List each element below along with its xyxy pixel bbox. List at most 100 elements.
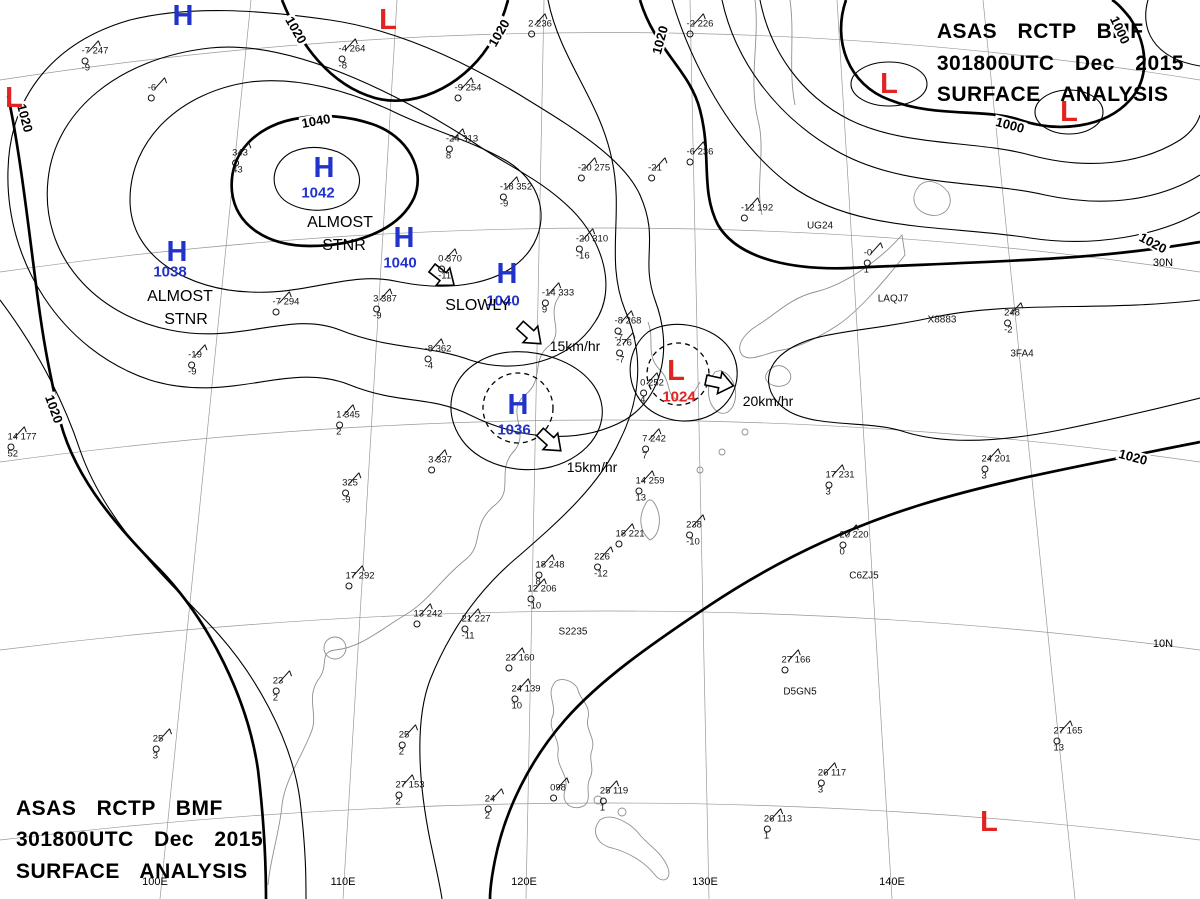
- station-values-bottom: 7: [642, 450, 648, 462]
- station-values-bottom: -9: [342, 494, 351, 506]
- station-plot: 20 220 0: [839, 524, 869, 558]
- station-marker: [740, 197, 773, 222]
- low-pressure-center: L: [379, 4, 397, 36]
- station-values-bottom: 8: [535, 576, 541, 588]
- station-marker: [342, 472, 360, 497]
- station-marker: [438, 248, 462, 273]
- ship-callsign: D5GN5: [783, 686, 817, 698]
- meridian-line: [689, 0, 710, 899]
- station-values-top: 23 160: [505, 652, 535, 664]
- station-circle-icon: [336, 421, 344, 429]
- longitude-label: 130E: [692, 876, 718, 888]
- station-marker: [550, 777, 568, 802]
- isobar: [46, 46, 607, 367]
- station-plot: -24 313 8: [445, 128, 478, 162]
- station-circle-icon: [615, 540, 623, 548]
- station-plot: 14 177 52: [7, 426, 37, 460]
- ship-callsign: S2235: [558, 626, 588, 638]
- station-values-top: 13 242: [413, 608, 443, 620]
- station-plot: -20 275: [577, 157, 610, 182]
- station-plot: 23 160: [505, 647, 535, 672]
- station-circle-icon: [81, 57, 89, 65]
- station-marker: [640, 372, 664, 397]
- station-plot: 276-7: [616, 332, 634, 366]
- station-values-top: -2 226: [686, 18, 714, 30]
- station-marker: [575, 228, 608, 253]
- latitude-label: 10N: [1152, 638, 1174, 650]
- station-marker: [817, 762, 846, 787]
- station-marker: [535, 554, 564, 579]
- station-marker: [1004, 302, 1022, 327]
- pressure-center-value: 1040: [486, 292, 520, 310]
- station-circle-icon: [527, 595, 535, 603]
- station-circle-icon: [981, 465, 989, 473]
- station-marker: [398, 724, 416, 749]
- station-plot: 17 292: [345, 565, 375, 590]
- coastline-kyushu: [708, 370, 737, 414]
- isobar-1024-low: [629, 323, 738, 422]
- isobar: [419, 0, 639, 899]
- high-pressure-center: H: [496, 258, 518, 290]
- station-circle-icon: [461, 625, 469, 633]
- product-id: ASAS RCTP BMF: [936, 20, 1144, 43]
- station-circle-icon: [424, 355, 432, 363]
- station-circle-icon: [594, 563, 602, 571]
- station-values-bottom: -9: [373, 310, 382, 322]
- isobar: [721, 0, 1200, 202]
- station-marker: [454, 77, 482, 102]
- station-marker: [505, 647, 534, 672]
- station-plot: -8 362 -4: [424, 338, 451, 372]
- isobar-1042: [273, 146, 361, 211]
- station-values-bottom: 13: [1053, 742, 1065, 754]
- station-plot: -18 352 -9: [499, 176, 532, 210]
- station-plot: -8 268 -7: [614, 310, 642, 344]
- station-values-top: 17 292: [345, 570, 375, 582]
- isobar: [671, 0, 1200, 242]
- station-values-bottom: 8: [445, 150, 452, 162]
- station-values-bottom: 2: [272, 692, 279, 704]
- station-circle-icon: [505, 664, 513, 672]
- station-values-top: -6 236: [686, 146, 714, 158]
- station-circle-icon: [642, 445, 650, 453]
- station-values-top: 27 165: [1053, 725, 1083, 737]
- movement-arrow-icon: [515, 320, 542, 345]
- station-circle-icon: [232, 159, 240, 167]
- system-annotation: ALMOST: [147, 288, 213, 305]
- station-plot: 232: [272, 670, 290, 704]
- isobar-1020-bold: [488, 440, 1200, 899]
- station-plot: -20 310 -16: [575, 228, 608, 262]
- station-circle-icon: [817, 779, 825, 787]
- station-values-bottom: 3: [152, 750, 159, 762]
- station-circle-icon: [763, 825, 771, 833]
- station-marker: [614, 310, 642, 335]
- station-marker: [863, 242, 881, 267]
- station-marker: [615, 523, 644, 548]
- station-marker: [839, 524, 868, 549]
- station-circle-icon: [686, 30, 694, 38]
- station-plot: 17 231 3: [825, 464, 855, 498]
- station-marker: [81, 40, 109, 65]
- station-marker: [511, 678, 540, 703]
- isobar: [759, 0, 1200, 164]
- parallel-line: [0, 610, 1200, 651]
- isobar-1000-bold: [839, 0, 1146, 129]
- station-values-bottom: 3: [981, 470, 987, 482]
- station-values-bottom: -9: [81, 62, 90, 74]
- station-values-top: 24 201: [981, 453, 1011, 465]
- system-annotation: STNR: [164, 311, 208, 328]
- station-circle-icon: [484, 805, 492, 813]
- station-values-bottom: 1: [599, 802, 606, 814]
- parallel-line: [0, 32, 1200, 81]
- station-marker: [428, 449, 452, 474]
- station-marker: [445, 128, 478, 153]
- station-plot: -12 192: [740, 197, 773, 222]
- meridian-line: [982, 0, 1076, 899]
- station-values-top: 2 236: [528, 18, 552, 30]
- dashed-circles: [482, 342, 710, 444]
- low-pressure-center: L: [980, 806, 998, 838]
- isobar-1040-bold: [230, 114, 419, 248]
- station-values-top: 0 370: [438, 253, 462, 265]
- station-marker: [147, 77, 165, 102]
- station-circle-icon: [272, 687, 280, 695]
